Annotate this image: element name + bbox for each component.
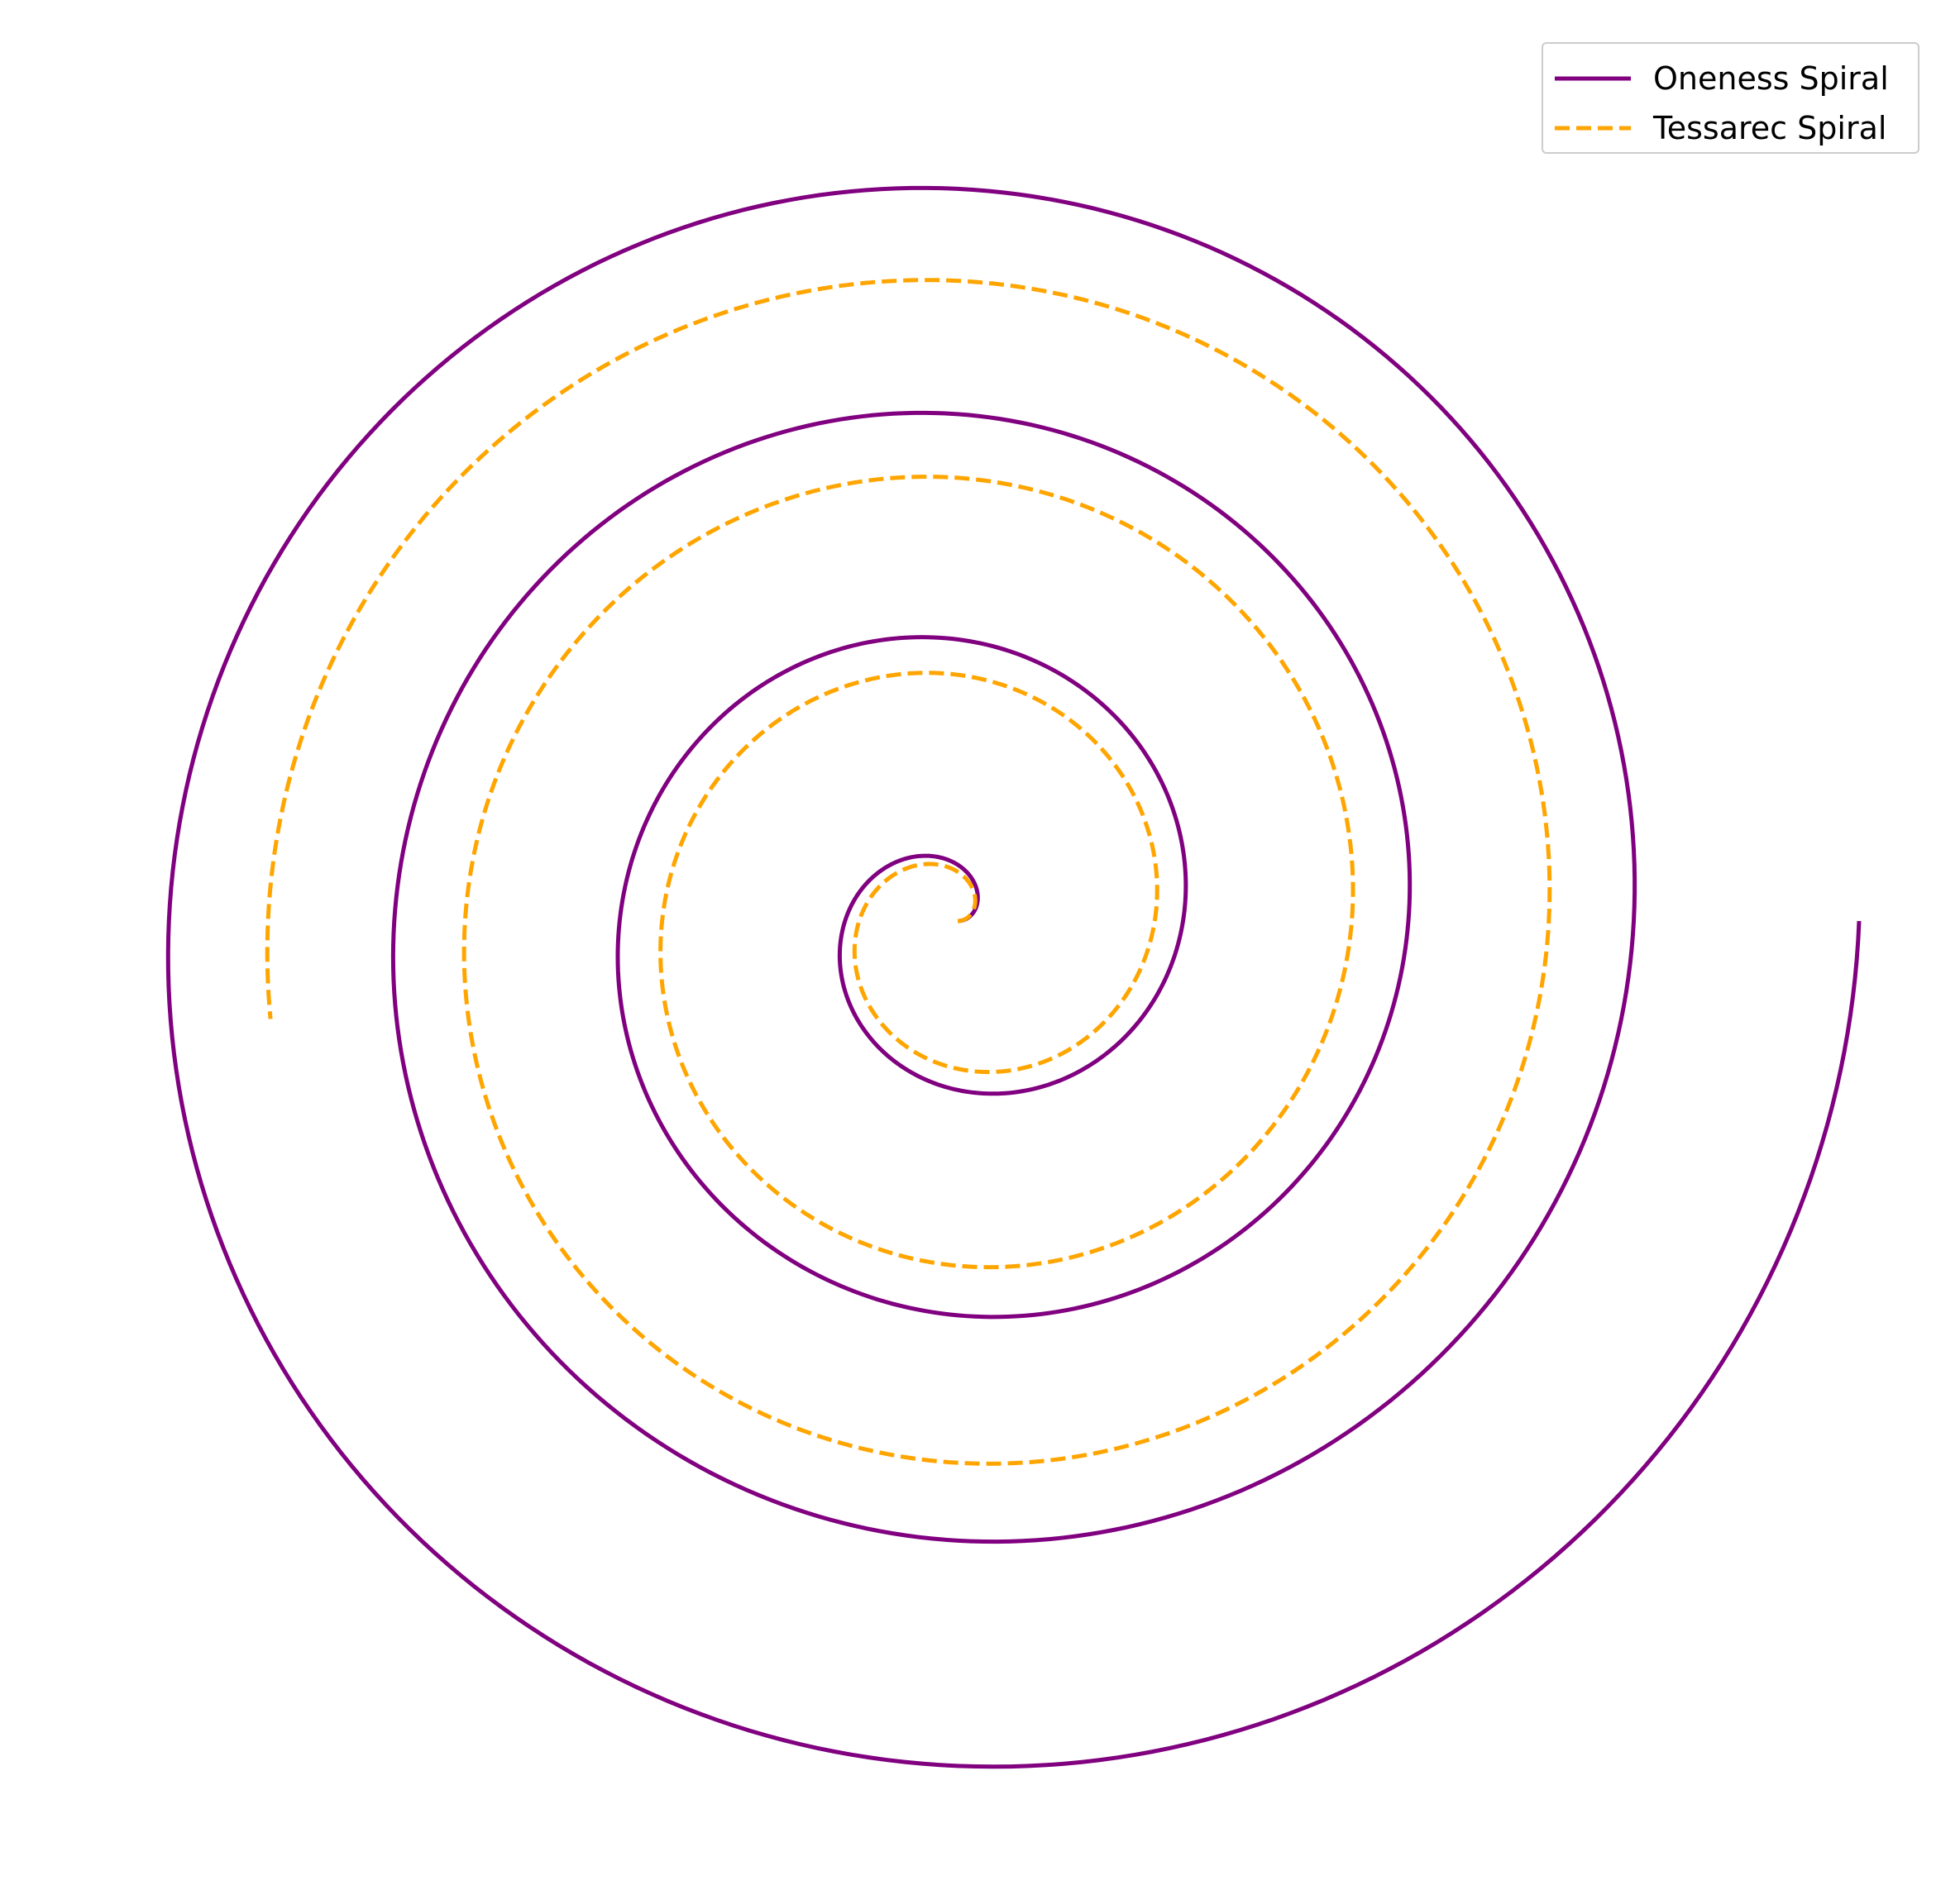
- chart-legend: Oneness Spiral Tessarec Spiral: [1542, 42, 1919, 154]
- series-line-tessarec-spiral: [265, 278, 1552, 1466]
- series-line-oneness-spiral: [165, 185, 1862, 1769]
- legend-swatch-tessarec: [1555, 126, 1631, 131]
- legend-label-tessarec: Tessarec Spiral: [1653, 110, 1887, 146]
- legend-label-oneness: Oneness Spiral: [1653, 60, 1889, 97]
- legend-swatch-oneness: [1555, 76, 1631, 81]
